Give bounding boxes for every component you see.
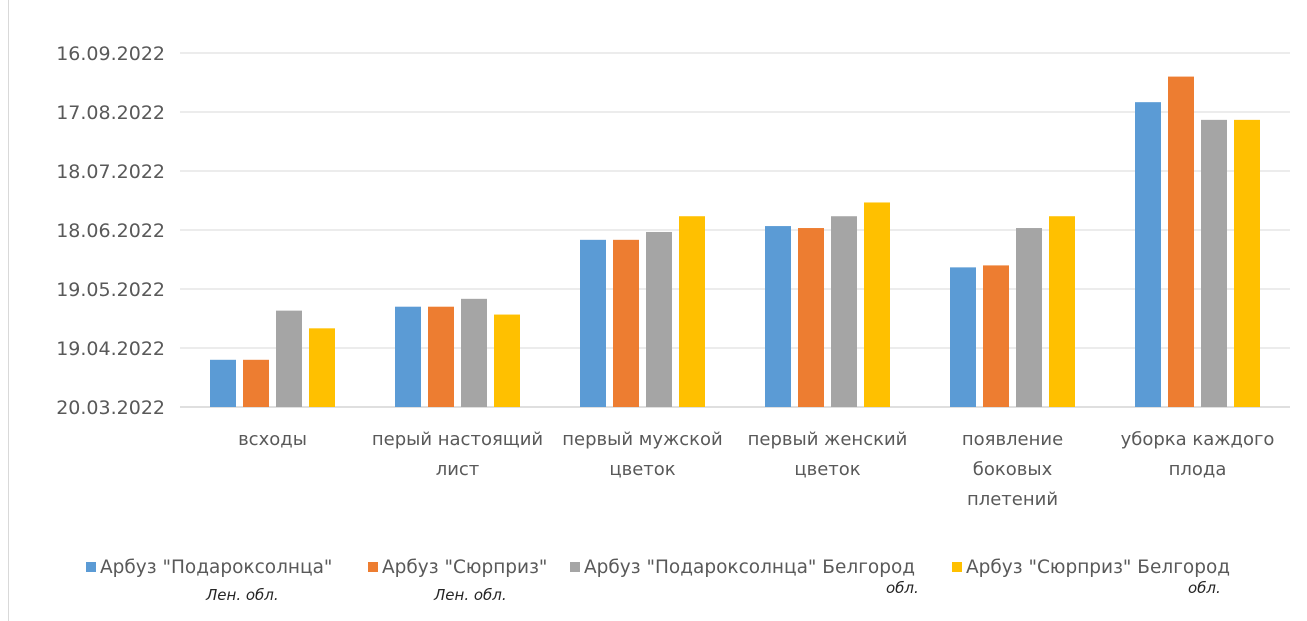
bar — [1016, 228, 1042, 407]
bar — [1201, 119, 1227, 407]
y-tick-label: 16.09.2022 — [56, 43, 165, 65]
legend-label: Арбуз "Подароксолнца" Белгород — [584, 557, 916, 578]
x-tick-label: уборка каждого — [1121, 429, 1275, 450]
legend-item-series-4: Арбуз "Сюрприз" Белгород — [952, 557, 1230, 578]
x-tick-label: цветок — [609, 459, 675, 480]
legend: Арбуз "Подароксолнца" Лен. обл. Арбуз "С… — [0, 557, 1307, 617]
legend-label: Арбуз "Сюрприз" Белгород — [966, 557, 1231, 578]
y-tick-label: 18.07.2022 — [56, 161, 165, 183]
x-tick-label: боковых — [973, 459, 1053, 480]
legend-item-series-2: Арбуз "Сюрприз" — [368, 557, 547, 578]
y-tick-label: 17.08.2022 — [56, 102, 165, 124]
x-tick-label: лист — [436, 459, 480, 480]
bar — [309, 328, 335, 407]
y-tick-label: 20.03.2022 — [56, 397, 165, 419]
bar — [1135, 102, 1161, 408]
bar — [1049, 216, 1075, 407]
bar — [950, 267, 976, 407]
bar — [1168, 76, 1194, 407]
legend-swatch — [952, 562, 962, 572]
x-tick-label: плетений — [967, 489, 1058, 510]
x-tick-label: цветок — [794, 459, 860, 480]
legend-subtitle: обл. — [886, 579, 919, 597]
bar — [428, 306, 454, 407]
chart-frame-edge — [8, 0, 9, 621]
legend-swatch — [570, 562, 580, 572]
bar — [210, 359, 236, 407]
bar — [831, 216, 857, 407]
legend-label: Арбуз "Подароксолнца" — [100, 557, 333, 578]
bars — [210, 76, 1260, 408]
bar — [864, 202, 890, 407]
legend-subtitle: Лен. обл. — [206, 586, 279, 604]
legend-swatch — [368, 562, 378, 572]
bar — [580, 239, 606, 407]
legend-item-series-3: Арбуз "Подароксолнца" Белгород — [570, 557, 915, 578]
x-tick-label: появление — [962, 429, 1063, 450]
y-tick-label: 19.05.2022 — [56, 279, 165, 301]
x-tick-label: первый женский — [748, 429, 908, 450]
bar — [679, 216, 705, 407]
y-tick-label: 18.06.2022 — [56, 220, 165, 242]
bar — [1234, 119, 1260, 407]
bar — [243, 359, 269, 407]
bar — [798, 228, 824, 407]
x-tick-label: всходы — [238, 429, 307, 450]
legend-swatch — [86, 562, 96, 572]
bar — [276, 310, 302, 407]
y-axis-labels: 16.09.2022 17.08.2022 18.07.2022 18.06.2022… — [56, 43, 165, 419]
x-tick-label: перый настоящий — [372, 429, 543, 450]
x-axis-labels: всходы перый настоящий лист первый мужской ц… — [238, 429, 1274, 510]
legend-label: Арбуз "Сюрприз" — [382, 557, 548, 578]
legend-subtitle: Лен. обл. — [434, 586, 507, 604]
gridlines — [180, 52, 1290, 408]
bar — [765, 226, 791, 407]
bar — [983, 265, 1009, 407]
x-tick-label: плода — [1169, 459, 1227, 480]
y-tick-label: 19.04.2022 — [56, 338, 165, 360]
bar — [494, 314, 520, 407]
bar — [395, 306, 421, 407]
legend-subtitle: обл. — [1188, 579, 1221, 597]
bar — [613, 239, 639, 407]
x-tick-label: первый мужской — [562, 429, 722, 450]
bar — [646, 231, 672, 407]
legend-item-series-1: Арбуз "Подароксолнца" — [86, 557, 332, 578]
bar — [461, 298, 487, 407]
